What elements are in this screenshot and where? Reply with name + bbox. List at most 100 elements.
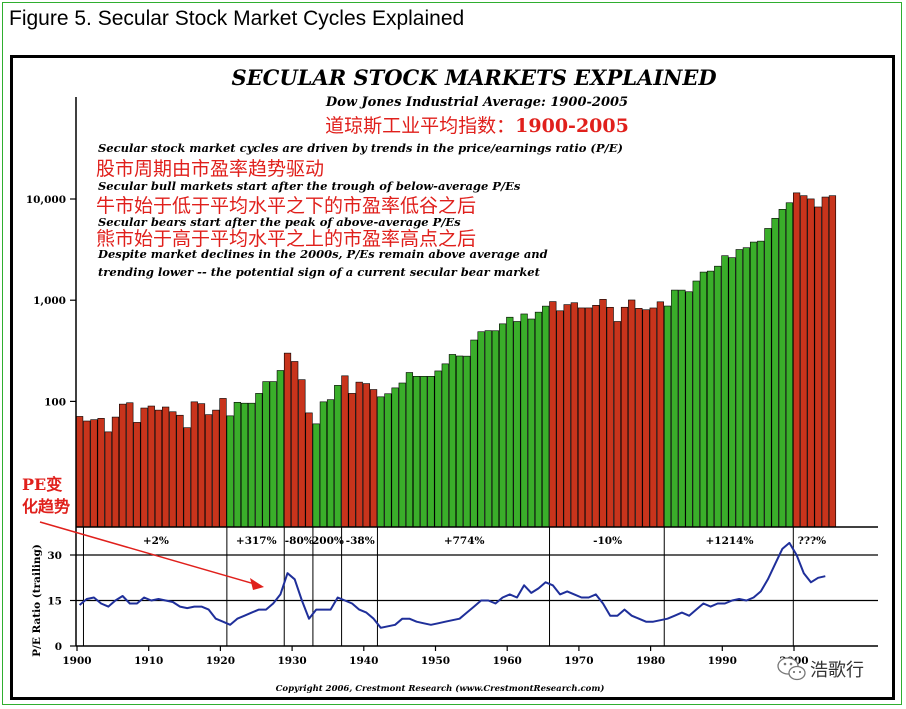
pe-y-tick-label: 0 — [55, 641, 62, 653]
dow-bar-1956 — [477, 331, 485, 528]
chart-subtitle-cn-years: 1900-2005 — [515, 115, 629, 137]
dow-bar-1952 — [448, 354, 457, 528]
dow-bar-1970 — [577, 307, 586, 528]
figure-title: Figure 5. Secular Stock Market Cycles Ex… — [9, 7, 465, 30]
dow-bar-1972 — [592, 305, 600, 528]
dow-bar-1926 — [262, 381, 270, 528]
note-en-2: Secular bull markets start after the tro… — [98, 179, 521, 193]
dow-bar-1908 — [133, 422, 141, 528]
dow-bar-1977 — [628, 299, 636, 528]
note-en-5: trending lower -- the potential sign of … — [98, 265, 541, 279]
dow-bar-1904 — [104, 431, 112, 528]
dow-bar-1979 — [642, 309, 650, 528]
note-cn-2: 牛市始于低于平均水平之下的市盈率低谷之后 — [96, 195, 476, 217]
dow-bar-1933 — [312, 423, 320, 528]
cycle-return-label: +317% — [236, 535, 277, 547]
chart-title: SECULAR STOCK MARKETS EXPLAINED — [231, 65, 717, 90]
dow-bar-1966 — [549, 301, 557, 528]
dow-bar-1962 — [520, 313, 528, 528]
dow-bar-1985 — [685, 291, 693, 528]
dow-bar-1982 — [663, 305, 672, 528]
x-tick-label: 1960 — [493, 655, 522, 667]
dow-bar-1900 — [76, 416, 84, 528]
annotation-line2: 化趋势 — [22, 497, 70, 516]
annotation-line1: PE变 — [22, 475, 62, 494]
cycle-return-label: +2% — [143, 535, 169, 547]
dow-bar-1950 — [434, 370, 442, 528]
dow-bar-1931 — [298, 379, 306, 528]
dow-bar-1937 — [341, 375, 349, 528]
dow-bar-1999 — [785, 202, 794, 528]
dow-bar-1936 — [334, 385, 342, 528]
dow-bar-2001 — [800, 195, 808, 528]
annotation-arrow-head — [250, 578, 264, 590]
y-tick-label: 1,000 — [33, 295, 66, 307]
dow-bar-1991 — [728, 257, 736, 528]
dow-bar-1947 — [412, 376, 421, 528]
cycle-return-label: -80% — [285, 535, 314, 547]
pe-y-tick-label: 15 — [47, 596, 62, 608]
dow-bar-1911 — [154, 409, 163, 528]
dow-bar-1945 — [398, 382, 406, 528]
dow-bar-2003 — [814, 206, 822, 528]
pe-y-axis-label: P/E Ratio (trailing) — [31, 544, 43, 657]
dow-bar-1998 — [778, 209, 786, 528]
dow-bar-1939 — [355, 381, 363, 528]
watermark-text: 浩歌行 — [810, 660, 864, 681]
dow-bar-1909 — [140, 407, 148, 528]
dow-bar-1957 — [484, 330, 492, 528]
x-tick-label: 1970 — [564, 655, 593, 667]
dow-bar-1925 — [255, 393, 263, 528]
cycle-return-label: +774% — [444, 535, 485, 547]
dow-bar-1974 — [606, 306, 614, 528]
note-cn-1: 股市周期由市盈率趋势驱动 — [96, 158, 324, 180]
y-tick-label: 10,000 — [26, 194, 66, 206]
dow-bar-1922 — [233, 401, 241, 528]
dow-bar-1924 — [248, 402, 256, 528]
dow-bar-1958 — [491, 330, 500, 528]
dow-bar-1902 — [90, 419, 98, 528]
dow-bar-1942 — [377, 396, 385, 528]
dow-bar-1976 — [620, 306, 629, 528]
dow-bar-1961 — [513, 321, 521, 528]
note-en-4: Despite market declines in the 2000s, P/… — [97, 247, 548, 261]
dow-bar-1968 — [563, 304, 571, 528]
dow-bar-1955 — [470, 339, 478, 528]
chart-subtitle-cn-prefix: 道琼斯工业平均指数： — [325, 115, 515, 137]
dow-bar-1996 — [764, 228, 772, 528]
dow-bar-1948 — [420, 376, 428, 528]
dow-bar-1954 — [463, 355, 471, 528]
dow-bar-1906 — [119, 403, 127, 528]
pe-y-tick-label: 30 — [47, 550, 62, 562]
dow-bars — [76, 192, 837, 528]
x-tick-label: 1980 — [636, 655, 665, 667]
dow-bar-2004 — [821, 196, 829, 528]
dow-bar-1932 — [305, 412, 313, 528]
dow-bar-1919 — [212, 409, 220, 528]
dow-bar-1959 — [499, 323, 507, 528]
pe-panel: 0 15 30 P/E Ratio (trailing) 1900 1910 1920 193… — [31, 527, 878, 667]
dow-bar-1923 — [240, 402, 249, 528]
dow-bar-1917 — [197, 403, 206, 528]
dow-bar-1910 — [147, 405, 155, 528]
cycle-return-label: +1214% — [705, 535, 753, 547]
dow-bar-1943 — [384, 393, 392, 528]
dow-bar-1997 — [771, 217, 779, 528]
dow-bar-1920 — [219, 398, 227, 528]
dow-bar-1984 — [678, 289, 686, 528]
dow-bar-1901 — [83, 420, 91, 528]
dow-bar-1928 — [276, 370, 284, 528]
dow-bar-1914 — [176, 414, 184, 528]
annotation-arrow-line — [39, 521, 259, 586]
dow-bar-1965 — [542, 305, 550, 528]
cycle-return-label: -38% — [346, 535, 375, 547]
dow-bar-1989 — [714, 265, 722, 528]
cycle-return-label: -10% — [593, 535, 622, 547]
dow-bar-1988 — [706, 270, 715, 528]
dow-bar-1964 — [534, 311, 543, 528]
dow-bar-1980 — [649, 307, 657, 528]
dow-bar-1938 — [348, 393, 356, 528]
note-cn-3: 熊市始于高于平均水平之上的市盈率高点之后 — [96, 228, 476, 250]
pe-line — [78, 541, 826, 629]
